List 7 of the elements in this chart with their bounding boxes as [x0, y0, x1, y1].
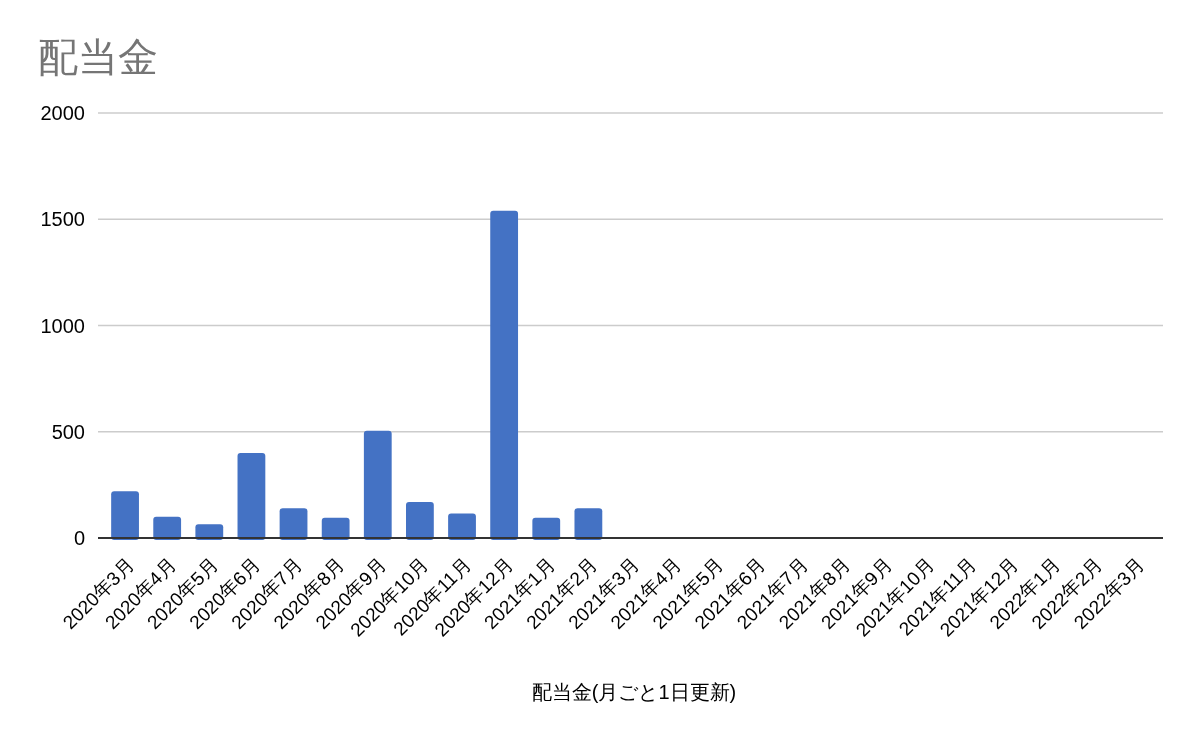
y-tick-label: 500	[51, 420, 85, 443]
y-tick-label: 1500	[40, 208, 85, 231]
x-axis-title: 配当金(月ごと1日更新)	[531, 681, 737, 703]
y-tick-label: 1000	[40, 314, 85, 337]
title: 配当金	[38, 35, 158, 79]
y-tick-label: 2000	[40, 102, 85, 124]
y-tick-label: 0	[73, 527, 85, 549]
